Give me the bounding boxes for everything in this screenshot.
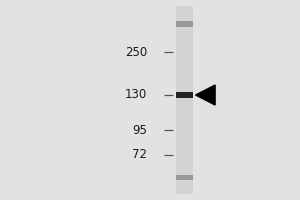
Bar xyxy=(176,21,193,26)
Bar xyxy=(176,174,193,180)
Text: 130: 130 xyxy=(125,88,147,102)
Bar xyxy=(176,92,193,98)
Text: 72: 72 xyxy=(132,148,147,162)
Bar xyxy=(176,6,193,194)
Text: 95: 95 xyxy=(132,123,147,136)
Text: 250: 250 xyxy=(125,46,147,58)
Polygon shape xyxy=(196,85,215,105)
